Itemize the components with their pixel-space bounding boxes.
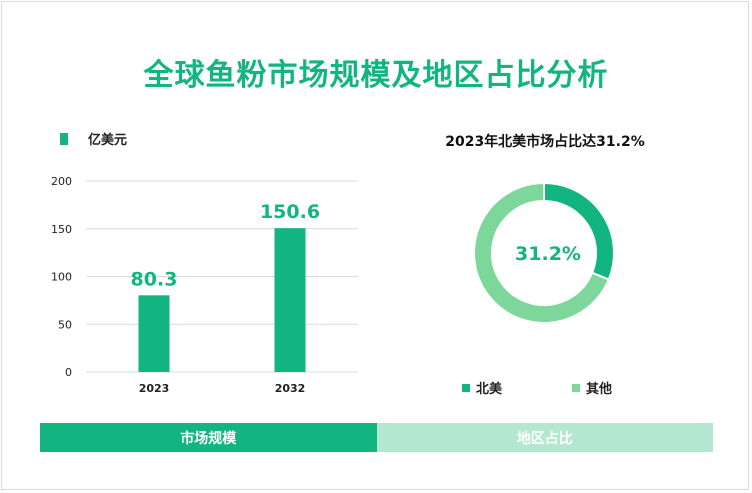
bar	[274, 228, 306, 372]
y-tick-label: 0	[65, 366, 72, 379]
y-tick-label: 50	[58, 318, 72, 331]
pie-center-label: 31.2%	[515, 243, 581, 265]
tab-bar: 市场规模 地区占比	[40, 423, 713, 452]
x-tick-label: 2032	[275, 382, 306, 395]
y-tick-label: 100	[51, 271, 72, 284]
x-tick-label: 2023	[139, 382, 170, 395]
bar-legend-label: 亿美元	[88, 133, 128, 148]
tab-region-share[interactable]: 地区占比	[376, 423, 713, 452]
pie-legend-swatch	[462, 383, 470, 392]
pie-legend-item-north-america: 北美	[462, 378, 502, 397]
bar-value-label: 80.3	[131, 268, 178, 290]
pie-legend-swatch	[572, 383, 580, 392]
y-tick-label: 150	[51, 223, 72, 236]
pie-legend-label: 北美	[476, 382, 503, 397]
page-title: 全球鱼粉市场规模及地区占比分析	[143, 58, 609, 93]
pie-title: 2023年北美市场占比达31.2%	[445, 134, 645, 150]
pie-slice	[543, 181, 615, 281]
bar-legend-swatch	[60, 132, 68, 145]
pie-legend-label: 其他	[586, 382, 613, 397]
tab-market-size[interactable]: 市场规模	[40, 423, 377, 452]
y-tick-label: 200	[51, 175, 72, 188]
bar-legend: 亿美元	[60, 129, 127, 148]
bar	[138, 295, 170, 372]
bar-value-label: 150.6	[260, 201, 320, 223]
pie-slice	[473, 181, 611, 324]
pie-legend-item-other: 其他	[572, 378, 612, 397]
